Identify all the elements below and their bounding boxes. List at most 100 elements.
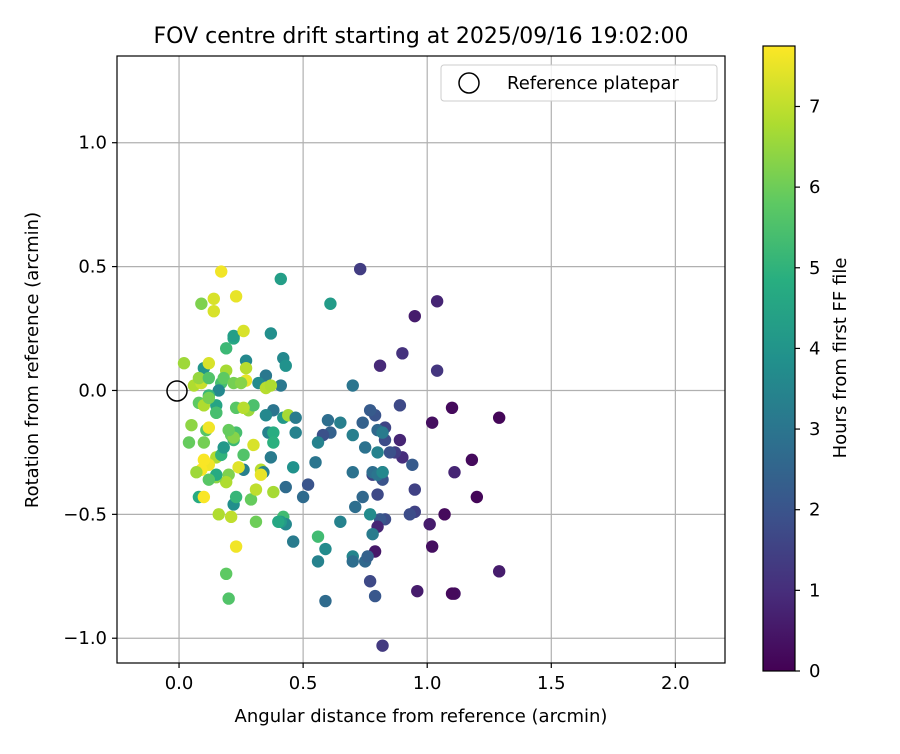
data-point (227, 329, 240, 343)
data-point (207, 292, 220, 305)
data-point (403, 508, 417, 521)
colorbar-tick-label: 4 (809, 338, 820, 359)
data-point (274, 379, 287, 392)
data-point (430, 364, 444, 377)
data-point (492, 411, 506, 424)
data-point (411, 584, 424, 598)
data-point (244, 493, 258, 506)
data-point (232, 461, 245, 474)
data-point (272, 515, 285, 528)
x-axis-label: Angular distance from reference (arcmin) (235, 706, 608, 727)
data-point (319, 542, 332, 556)
colorbar-ticks: 0 1 2 3 4 5 6 7 (795, 96, 820, 682)
data-point (219, 567, 233, 581)
data-point (224, 510, 238, 524)
data-point (222, 423, 235, 437)
data-points (177, 262, 506, 652)
data-point (249, 483, 263, 496)
data-point (448, 466, 461, 479)
data-point (289, 426, 302, 439)
y-tick-label: 0.0 (78, 380, 107, 401)
data-point (202, 473, 216, 486)
data-point (217, 441, 230, 454)
data-point (279, 359, 292, 372)
data-point (202, 421, 216, 434)
data-point (185, 418, 198, 432)
data-point (425, 540, 439, 553)
data-point (470, 490, 484, 504)
data-point (197, 490, 211, 504)
y-axis-ticks: −1.0 −0.5 0.0 0.5 1.0 (63, 133, 117, 649)
data-point (296, 490, 310, 504)
y-tick-label: 0.5 (78, 257, 107, 278)
data-point (254, 468, 268, 481)
data-point (373, 359, 387, 372)
data-point (423, 518, 436, 531)
colorbar-tick-label: 6 (809, 177, 820, 198)
legend: Reference platepar (440, 64, 718, 102)
colorbar-tick-label: 0 (809, 661, 820, 682)
data-point (247, 399, 260, 412)
colorbar-gradient (762, 45, 796, 672)
data-point (219, 475, 233, 489)
data-point (376, 426, 389, 439)
data-point (219, 342, 233, 355)
data-point (229, 490, 243, 504)
legend-marker-icon (458, 72, 480, 94)
data-point (363, 575, 377, 588)
data-point (371, 488, 384, 501)
data-point (311, 436, 325, 449)
data-point (363, 508, 377, 521)
data-point (279, 480, 292, 494)
colorbar-label: Hours from first FF file (830, 258, 851, 459)
data-point (286, 461, 300, 474)
data-point (197, 436, 211, 449)
x-tick-label: 0.5 (289, 673, 318, 694)
data-point (354, 262, 367, 276)
data-point (334, 416, 347, 429)
y-tick-label: −0.5 (63, 504, 107, 525)
data-point (239, 361, 253, 375)
x-axis-ticks: 0.0 0.5 1.0 1.5 2.0 (165, 663, 690, 694)
data-point (237, 448, 250, 462)
data-point (229, 540, 243, 553)
data-point (349, 500, 362, 514)
data-point (207, 304, 220, 318)
data-point (465, 453, 479, 467)
colorbar-tick-label: 5 (809, 258, 820, 279)
data-point (371, 446, 384, 459)
data-point (234, 376, 248, 390)
data-point (321, 414, 335, 427)
data-point (346, 555, 359, 568)
data-point (425, 416, 439, 429)
reference-platepar-marker (166, 380, 188, 402)
data-point (311, 530, 325, 543)
data-point (438, 508, 451, 521)
data-point (274, 272, 287, 286)
data-point (264, 379, 278, 392)
data-point (492, 565, 506, 578)
data-point (396, 347, 409, 360)
data-point (192, 371, 206, 385)
colorbar-tick-label: 2 (809, 500, 820, 521)
data-point (445, 587, 459, 600)
x-tick-label: 0.0 (165, 673, 194, 694)
data-point (393, 399, 407, 412)
colorbar: 0 1 2 3 4 5 6 7 Hours from first FF file (762, 45, 851, 682)
data-point (267, 485, 280, 499)
x-tick-label: 2.0 (661, 673, 690, 694)
data-point (182, 436, 196, 449)
data-point (212, 508, 225, 521)
data-point (406, 458, 419, 471)
data-point (393, 433, 407, 447)
data-point (363, 404, 377, 417)
data-point (247, 438, 260, 452)
data-point (366, 527, 379, 541)
data-point (222, 592, 235, 605)
data-point (361, 550, 374, 563)
data-point (249, 515, 263, 528)
data-point (356, 416, 369, 429)
data-point (264, 327, 278, 340)
data-point (210, 406, 223, 419)
